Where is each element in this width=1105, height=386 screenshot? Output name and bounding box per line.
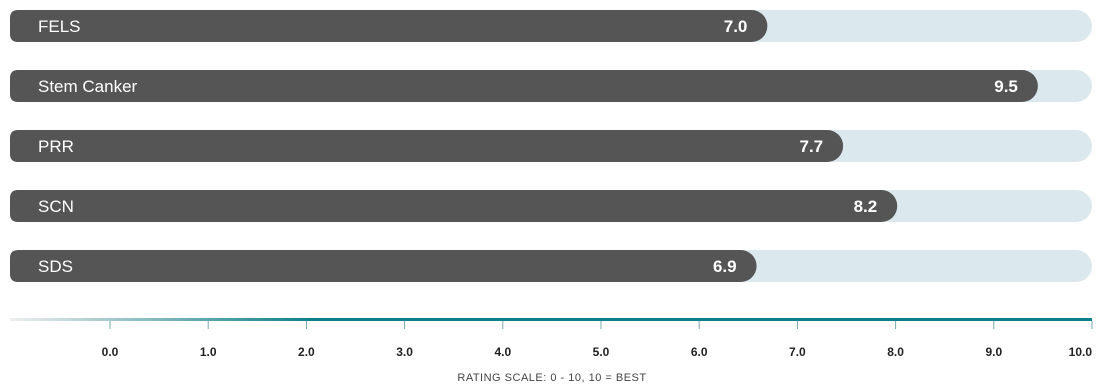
bar <box>10 130 844 162</box>
axis-tick-label: 6.0 <box>691 345 708 359</box>
axis-tick-label: 5.0 <box>593 345 610 359</box>
axis-tick <box>993 321 995 329</box>
bar-value-label: 7.0 <box>724 17 748 36</box>
axis-tick <box>109 321 111 329</box>
axis-tick <box>502 321 504 329</box>
axis-tick <box>600 321 602 329</box>
axis-tick <box>404 321 406 329</box>
x-axis: 0.0 1.0 2.0 3.0 4.0 5.0 6.0 7.0 8.0 9.0 10.0 <box>10 318 1093 359</box>
bar-value-label: 7.7 <box>799 137 823 156</box>
bar-value-label: 9.5 <box>994 77 1018 96</box>
axis-tick-label: 3.0 <box>396 345 413 359</box>
axis-tick <box>207 321 209 329</box>
x-axis-label: RATING SCALE: 0 - 10, 10 = BEST <box>457 372 646 384</box>
bars-group: FELS 7.0 Stem Canker 9.5 PRR 7.7 SCN 8.2 SDS 6.9 <box>10 10 1092 282</box>
bar-category-label: PRR <box>38 137 74 156</box>
axis-tick <box>895 321 897 329</box>
bar <box>10 70 1038 102</box>
axis-tick-label: 2.0 <box>298 345 315 359</box>
axis-tick-label: 7.0 <box>789 345 806 359</box>
axis-tick-label: 10.0 <box>1069 345 1093 359</box>
bar-value-label: 8.2 <box>854 197 878 216</box>
axis-tick-label: 9.0 <box>985 345 1002 359</box>
bar <box>10 190 898 222</box>
bar-category-label: Stem Canker <box>38 77 138 96</box>
axis-tick <box>698 321 700 329</box>
axis-tick <box>305 321 307 329</box>
axis-tick-label: 4.0 <box>494 345 511 359</box>
axis-tick-label: 1.0 <box>200 345 217 359</box>
bar-value-label: 6.9 <box>713 257 737 276</box>
axis-tick-label: 8.0 <box>887 345 904 359</box>
bar-category-label: SCN <box>38 197 74 216</box>
axis-tick-label: 0.0 <box>102 345 119 359</box>
axis-tick <box>1091 321 1093 329</box>
axis-line <box>10 318 1092 321</box>
bar <box>10 10 768 42</box>
bar <box>10 250 757 282</box>
axis-tick <box>796 321 798 329</box>
bar-category-label: FELS <box>38 17 81 36</box>
bar-category-label: SDS <box>38 257 73 276</box>
